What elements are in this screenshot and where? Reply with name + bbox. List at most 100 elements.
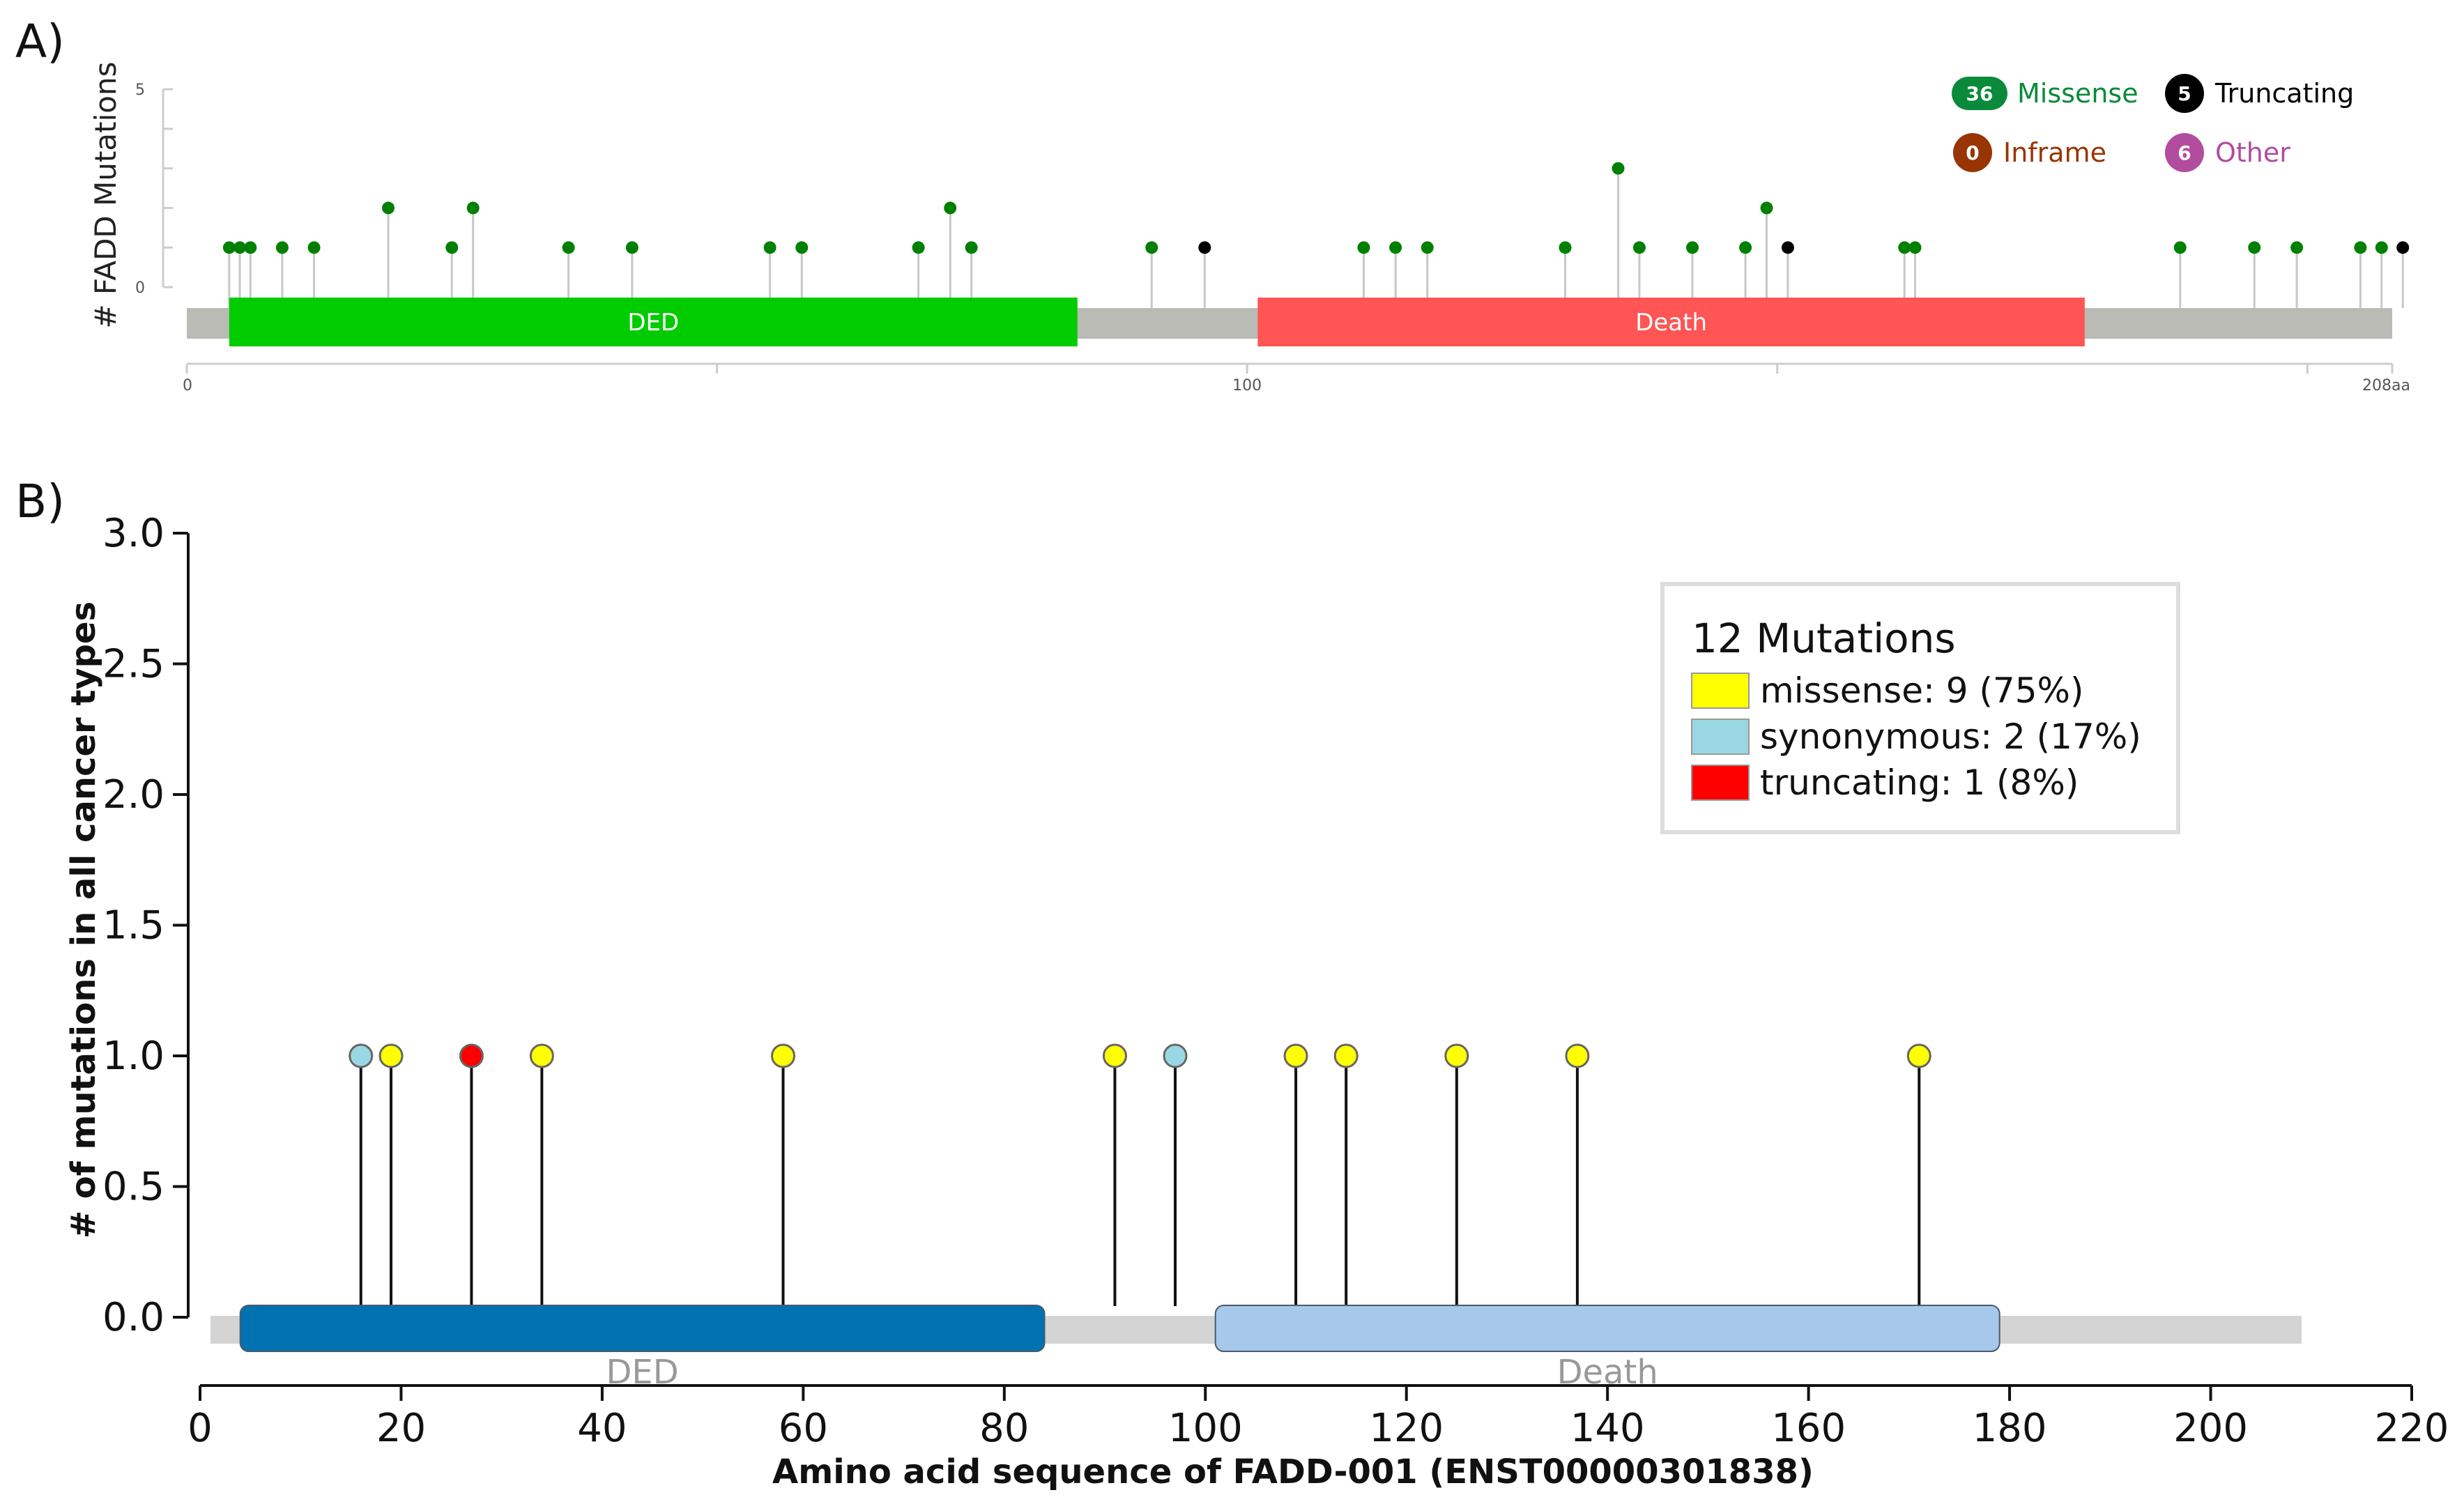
panel-b-mutation-points (349, 1043, 1931, 1068)
panel-a-mutation-point (763, 241, 776, 254)
panel-b-label: B) (15, 475, 65, 528)
panel-a-mutation-point (275, 241, 289, 254)
panel-a-mutation-point (2396, 241, 2410, 254)
panel-a-mutation-point (1389, 241, 1402, 254)
panel-b-legend-item: truncating: 1 (8%) (1760, 762, 2079, 803)
panel-a-mutation-point (1421, 241, 1434, 254)
panel-b-x-tick-label: 180 (1973, 1406, 2047, 1451)
panel-b-x-axis-title: Amino acid sequence of FADD-001 (ENST000… (772, 1452, 1814, 1491)
panel-a-label: A) (15, 15, 65, 68)
panel-a-legend-badge (1953, 133, 1992, 172)
panel-a-mutation-point (234, 241, 247, 254)
panel-b-mutation-point (378, 1043, 404, 1068)
panel-b-mutation-point (529, 1043, 554, 1068)
panel-a-mutation-point (1632, 241, 1646, 254)
panel-b-mutation-point (1444, 1043, 1469, 1068)
panel-a-x-tick-label: 100 (1232, 377, 1262, 394)
panel-a-legend-badge (2165, 133, 2204, 172)
panel-b-x-tick-label: 160 (1771, 1406, 1846, 1451)
panel-a-mutation-point (795, 241, 809, 254)
panel-b-x-tick-label: 140 (1570, 1406, 1645, 1451)
panel-a-legend-label: Other (2215, 137, 2290, 168)
panel-b-legend-swatch (1691, 765, 1750, 801)
panel-a-stems (228, 168, 2404, 308)
panel-b-legend-swatch (1691, 719, 1750, 755)
panel-b-x-tick-label: 120 (1369, 1406, 1444, 1451)
panel-b-legend-item: missense: 9 (75%) (1760, 670, 2084, 711)
panel-a-mutation-point (965, 241, 978, 254)
panel-a-mutation-point (2173, 241, 2187, 254)
panel-a-mutation-point (1898, 241, 1911, 254)
panel-a-mutation-point (1686, 241, 1699, 254)
panel-a-y-axis-title: # FADD Mutations (89, 61, 123, 328)
panel-b-y-axis-title: # of mutations in all cancer types (64, 601, 103, 1238)
panel-a-y-tick-label: 0 (135, 279, 145, 297)
panel-a-mutation-point (625, 241, 638, 254)
panel-b-mutation-point (1333, 1043, 1359, 1068)
panel-b-mutation-point (771, 1043, 796, 1068)
panel-a-mutation-point (944, 201, 957, 215)
panel-a-legend-count: 0 (1966, 141, 1979, 164)
panel-b-legend: 12 Mutations missense: 9 (75%) synonymous… (1660, 582, 2180, 834)
panel-a-x-tick-label: 0 (183, 377, 192, 394)
panel-b-y-tick-label: 1.0 (102, 1034, 164, 1079)
panel-a-mutation-points (222, 162, 2410, 254)
panel-a-mutation-point (2248, 241, 2261, 254)
panel-a-mutation-point (912, 241, 925, 254)
panel-b-mutation-point (1283, 1043, 1308, 1068)
panel-a-legend-count: 6 (2178, 141, 2191, 164)
panel-a-mutation-point (466, 201, 480, 215)
panel-b-mutation-point (1102, 1043, 1127, 1068)
panel-b-y-axis: 0.0 0.5 1.0 1.5 2.0 2.5 3.0 (102, 511, 190, 1340)
panel-a-mutation-point (1612, 162, 1625, 175)
panel-a-mutation-point (382, 201, 395, 215)
panel-b-mutation-point (1906, 1043, 1931, 1068)
panel-b-mutation-point (1163, 1043, 1188, 1068)
panel-b-x-tick-label: 220 (2375, 1406, 2449, 1451)
panel-b-x-tick-label: 40 (577, 1406, 627, 1451)
panel-b-mutation-point (1565, 1043, 1590, 1068)
panel-b-y-tick-label: 0.0 (102, 1295, 164, 1340)
panel-a-domain-label: Death (1635, 309, 1707, 337)
panel-a-mutation-point (1357, 241, 1370, 254)
panel-a-legend-badge (1952, 77, 2007, 110)
panel-b-legend-item: synonymous: 2 (17%) (1760, 716, 2141, 757)
panel-a-domain-ded (229, 298, 1078, 346)
panel-b-mutation-point (349, 1043, 374, 1068)
panel-b-legend-swatch (1691, 673, 1750, 709)
panel-a-mutation-point (1145, 241, 1158, 254)
panel-b-x-tick-label: 100 (1168, 1406, 1243, 1451)
panel-a-legend-count: 36 (1966, 82, 1994, 105)
panel-a-mutation-point (1760, 201, 1773, 215)
panel-a-mutation-point (2354, 241, 2367, 254)
panel-a-mutation-point (562, 241, 575, 254)
panel-a-mutation-point (1739, 241, 1752, 254)
panel-a-mutation-point (445, 241, 459, 254)
panel-a-domain-label: DED (627, 309, 679, 337)
panel-a-mutation-point (2290, 241, 2304, 254)
panel-a-legend-label: Inframe (2003, 137, 2106, 168)
panel-b-domain-death (1214, 1305, 2000, 1352)
panel-b-x-tick-label: 60 (779, 1406, 828, 1451)
panel-b-y-tick-label: 2.5 (102, 642, 164, 687)
panel-a: A) # FADD Mutations 05 DED Death 0 100 208a… (15, 15, 2410, 394)
panel-a-x-tick-label: 208aa (2362, 377, 2410, 394)
panel-a-legend: 36 Missense 5 Truncating 0 Inframe 6 Other (1952, 74, 2354, 172)
panel-a-legend-label: Truncating (2214, 78, 2354, 109)
panel-a-domain-death (1257, 298, 2085, 346)
panel-b-y-tick-label: 1.5 (102, 903, 164, 949)
panel-b-y-tick-label: 3.0 (102, 511, 164, 556)
panel-a-mutation-point (2375, 241, 2388, 254)
panel-a-mutation-point (1908, 241, 1922, 254)
panel-a-legend-badge (2165, 74, 2204, 113)
panel-a-domains: DED Death (229, 298, 2085, 346)
panel-a-legend-label: Missense (2017, 78, 2138, 109)
panel-b-domain-ded (239, 1305, 1046, 1352)
panel-b-x-axis: 0 20 40 60 80 100 120 140 160 180 200 220 (188, 1384, 2449, 1451)
panel-b-stems (359, 1056, 1921, 1306)
panel-a-y-axis: 05 (135, 82, 173, 297)
panel-b-x-tick-label: 80 (979, 1406, 1029, 1451)
panel-a-y-tick-label: 5 (135, 82, 145, 99)
panel-b-y-tick-label: 2.0 (102, 772, 164, 818)
